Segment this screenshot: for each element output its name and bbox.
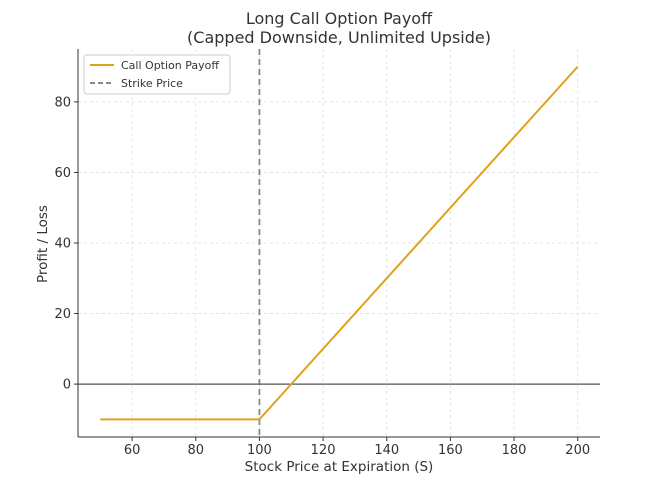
x-tick-label: 180 — [502, 443, 527, 458]
x-tick-label: 200 — [565, 443, 590, 458]
chart-subtitle: (Capped Downside, Unlimited Upside) — [187, 28, 491, 47]
legend-label-call-payoff: Call Option Payoff — [121, 59, 219, 72]
y-tick-label: 60 — [54, 166, 71, 181]
legend-box — [83, 54, 231, 95]
x-tick-label: 140 — [374, 443, 399, 458]
chart-title: Long Call Option Payoff — [246, 9, 433, 28]
reference-lines — [78, 49, 600, 437]
x-tick-label: 60 — [124, 443, 141, 458]
x-tick-label: 100 — [247, 443, 272, 458]
y-tick-label: 80 — [54, 95, 71, 110]
y-tick-label: 40 — [54, 237, 71, 252]
x-axis-label: Stock Price at Expiration (S) — [245, 459, 434, 475]
y-tick-label: 20 — [54, 307, 71, 322]
axes — [74, 49, 600, 441]
y-axis-label: Profit / Loss — [35, 205, 51, 283]
series-line-call-payoff — [100, 65, 579, 421]
grid — [78, 49, 600, 437]
y-tick-label: 0 — [63, 378, 71, 393]
series-lines — [100, 65, 579, 421]
legend: Call Option Payoff Strike Price — [83, 54, 231, 95]
x-tick-label: 80 — [187, 443, 204, 458]
legend-label-strike-price: Strike Price — [121, 77, 183, 90]
tick-labels: 60 80 100 120 140 160 180 200 0 20 40 60 80 — [54, 95, 590, 458]
x-tick-label: 120 — [311, 443, 336, 458]
x-tick-label: 160 — [438, 443, 463, 458]
